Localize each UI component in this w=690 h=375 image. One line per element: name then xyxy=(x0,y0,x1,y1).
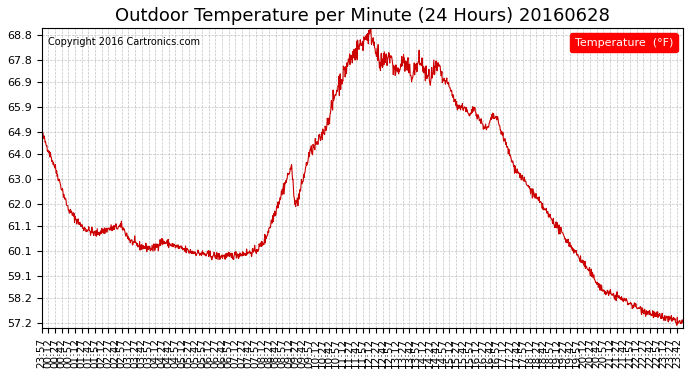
Temperature  (°F) xyxy=(366,25,375,29)
Legend: Temperature  (°F): Temperature (°F) xyxy=(570,33,678,53)
Temperature  (°F) xyxy=(180,247,188,252)
Temperature  (°F) xyxy=(164,246,172,250)
Temperature  (°F) xyxy=(673,323,681,328)
Line: Temperature  (°F): Temperature (°F) xyxy=(41,27,683,326)
Temperature  (°F) xyxy=(252,251,260,255)
Temperature  (°F) xyxy=(603,288,611,292)
Temperature  (°F) xyxy=(546,216,555,220)
Temperature  (°F) xyxy=(37,129,46,134)
Text: Copyright 2016 Cartronics.com: Copyright 2016 Cartronics.com xyxy=(48,37,200,47)
Temperature  (°F) xyxy=(463,109,471,114)
Title: Outdoor Temperature per Minute (24 Hours) 20160628: Outdoor Temperature per Minute (24 Hours… xyxy=(115,7,610,25)
Temperature  (°F) xyxy=(679,320,687,324)
